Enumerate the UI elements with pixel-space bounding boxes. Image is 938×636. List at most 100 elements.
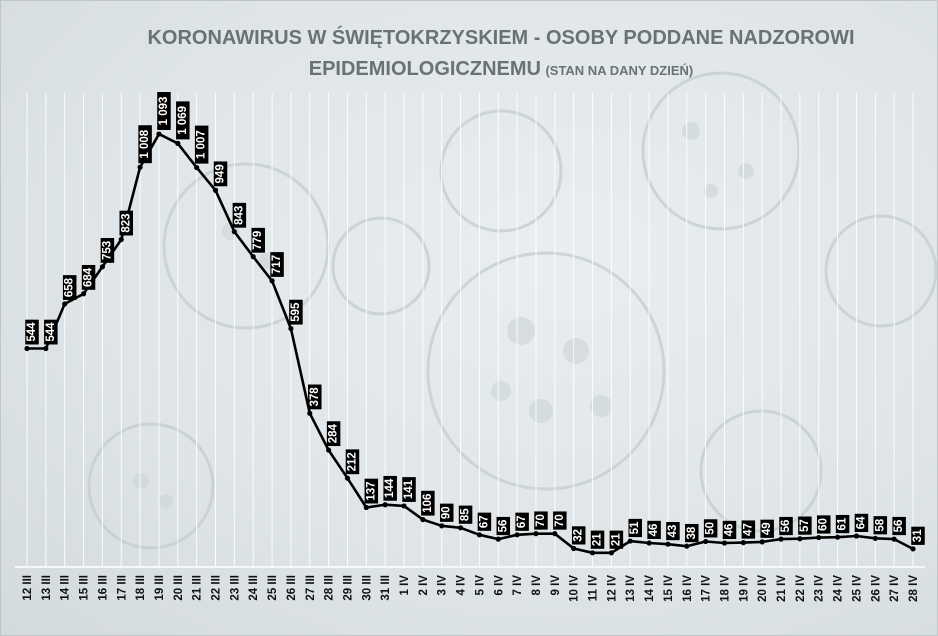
data-point <box>344 475 351 481</box>
data-label-box <box>421 490 435 516</box>
data-label-text: 106 <box>422 494 434 513</box>
x-tick-label: 25 III <box>267 575 279 601</box>
x-tick-label: 28 III <box>324 575 336 601</box>
data-label-box <box>326 421 341 447</box>
data-label-box <box>119 210 134 236</box>
data-label-text: 141 <box>403 479 415 499</box>
data-label: 67 <box>515 512 529 531</box>
x-tick-label: 24 III <box>248 575 260 601</box>
data-label-box <box>571 526 586 545</box>
grid-lines <box>15 93 925 568</box>
data-label: 57 <box>798 516 812 535</box>
data-label-box <box>364 478 379 504</box>
data-label: 378 <box>308 384 322 410</box>
data-label: 1 007 <box>194 125 209 164</box>
data-label-box <box>779 516 793 536</box>
x-tick-label: 3 IV <box>437 575 449 596</box>
data-label-text: 46 <box>648 524 660 537</box>
x-tick-label: 27 IV <box>889 575 901 602</box>
data-point <box>514 532 520 538</box>
data-label: 843 <box>232 202 247 228</box>
data-label-text: 38 <box>686 526 698 539</box>
data-point <box>891 536 897 542</box>
data-label: 595 <box>289 299 303 325</box>
data-point <box>571 545 577 552</box>
data-label: 823 <box>119 210 134 236</box>
data-label-text: 144 <box>384 478 396 498</box>
data-label: 1 008 <box>138 125 152 164</box>
data-point <box>231 229 237 235</box>
data-label-text: 1 007 <box>196 130 208 159</box>
x-tick-label: 9 IV <box>550 575 562 596</box>
data-label-text: 61 <box>837 517 849 530</box>
data-point <box>533 531 539 537</box>
data-label: 46 <box>722 520 737 540</box>
series-line <box>27 132 914 555</box>
data-label-box <box>25 319 39 345</box>
data-label-text: 544 <box>26 322 38 342</box>
x-tick-label: 25 IV <box>851 575 863 602</box>
data-label: 106 <box>421 490 435 516</box>
x-tick-label: 31 III <box>380 575 392 601</box>
data-label-box <box>666 522 680 541</box>
data-point <box>797 536 803 542</box>
data-label: 717 <box>270 252 284 277</box>
data-point <box>457 525 464 531</box>
data-label: 141 <box>402 477 416 502</box>
data-label-box <box>176 101 190 140</box>
data-label-text: 56 <box>893 520 905 533</box>
data-label-box <box>741 520 756 539</box>
data-label: 31 <box>911 526 925 545</box>
data-point <box>665 541 671 547</box>
data-point <box>589 550 596 556</box>
data-label: 60 <box>816 515 831 534</box>
x-tick-label: 7 IV <box>512 575 524 596</box>
data-point <box>552 531 558 537</box>
data-label-text: 779 <box>252 231 264 250</box>
data-label-box <box>477 512 492 531</box>
data-label-text: 212 <box>346 452 358 471</box>
data-label-box <box>703 519 718 538</box>
data-label-box <box>44 319 58 345</box>
x-tick-label: 14 IV <box>644 575 656 602</box>
data-point <box>43 345 49 352</box>
data-label: 70 <box>534 511 548 530</box>
data-label-text: 56 <box>780 520 792 533</box>
data-label-box <box>100 238 115 263</box>
x-tick-label: 30 III <box>361 575 373 601</box>
data-label-text: 51 <box>629 521 641 534</box>
data-point <box>703 538 709 545</box>
x-tick-label: 28 IV <box>908 575 920 602</box>
data-label: 544 <box>44 319 58 345</box>
data-label: 51 <box>628 518 642 538</box>
data-label-box <box>81 264 96 290</box>
x-tick-label: 6 IV <box>493 575 505 596</box>
data-point <box>212 187 219 193</box>
data-label-box <box>157 92 171 130</box>
data-label: 50 <box>703 519 718 538</box>
data-label-box <box>194 125 209 164</box>
data-label-text: 58 <box>874 518 886 531</box>
data-label-box <box>534 511 548 530</box>
data-label-box <box>647 520 661 540</box>
data-label-box <box>213 161 228 187</box>
data-label: 544 <box>25 319 39 345</box>
x-tick-label: 8 IV <box>531 575 543 596</box>
x-tick-label: 10 IV <box>569 575 581 602</box>
data-label-text: 1 093 <box>158 97 170 126</box>
data-label-box <box>628 518 642 538</box>
data-label-text: 658 <box>64 277 76 297</box>
data-point <box>834 534 841 540</box>
x-tick-label: 5 IV <box>474 575 486 596</box>
data-label-text: 43 <box>667 525 679 538</box>
x-tick-label: 18 III <box>135 575 147 601</box>
data-label: 64 <box>854 513 869 532</box>
data-label-text: 70 <box>554 514 566 527</box>
data-label: 56 <box>892 516 906 536</box>
data-point <box>62 301 68 307</box>
data-label: 61 <box>835 514 850 534</box>
data-label-text: 70 <box>535 514 547 527</box>
data-label-text: 1 069 <box>177 106 189 135</box>
